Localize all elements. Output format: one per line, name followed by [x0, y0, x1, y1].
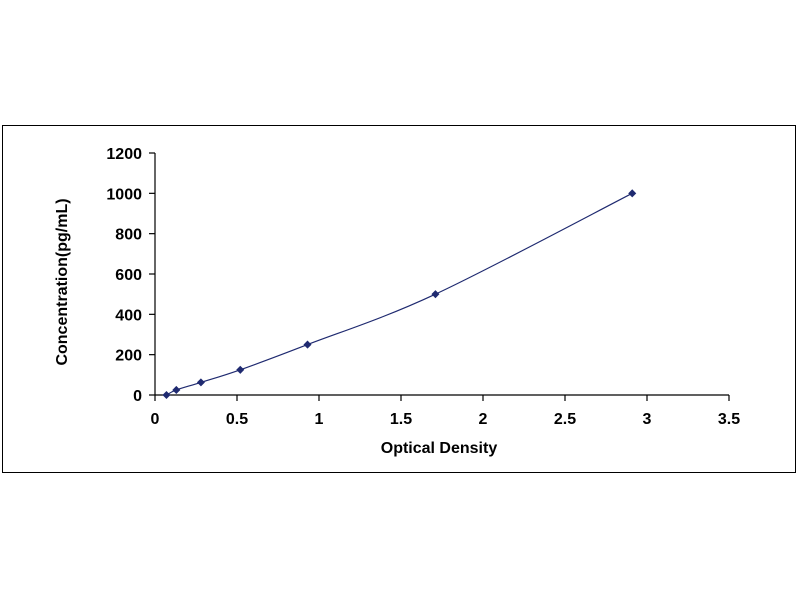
x-tick-label: 3.5	[718, 411, 740, 428]
x-tick-label: 2	[479, 411, 488, 428]
data-point	[196, 378, 205, 387]
chart-frame	[2, 125, 796, 473]
y-tick-label: 1000	[106, 186, 142, 203]
y-tick-label: 400	[115, 307, 142, 324]
x-axis-title: Optical Density	[381, 440, 498, 457]
x-tick-label: 2.5	[554, 411, 576, 428]
x-tick-label: 0	[151, 411, 160, 428]
y-tick-label: 1200	[106, 146, 142, 163]
data-point	[236, 365, 245, 374]
data-point	[303, 340, 312, 349]
data-point	[431, 290, 440, 299]
data-points	[162, 189, 637, 400]
data-point	[172, 385, 181, 394]
y-tick-label: 800	[115, 227, 142, 244]
y-axis-title: Concentration(pg/mL)	[54, 198, 71, 365]
x-tick-label: 1.5	[390, 411, 412, 428]
fitted-curve	[166, 192, 633, 396]
data-point	[628, 189, 637, 198]
y-tick-label: 600	[115, 267, 142, 284]
y-axis-ticks: 0 200 400 600 800 1000 1200	[106, 146, 155, 405]
y-tick-label: 0	[133, 388, 142, 405]
x-tick-label: 0.5	[226, 411, 248, 428]
x-tick-label: 3	[643, 411, 652, 428]
data-point	[162, 390, 171, 400]
x-axis-ticks: 0 0.5 1 1.5 2 2.5 3 3.5	[151, 395, 740, 428]
x-tick-label: 1	[315, 411, 324, 428]
y-tick-label: 200	[115, 348, 142, 365]
